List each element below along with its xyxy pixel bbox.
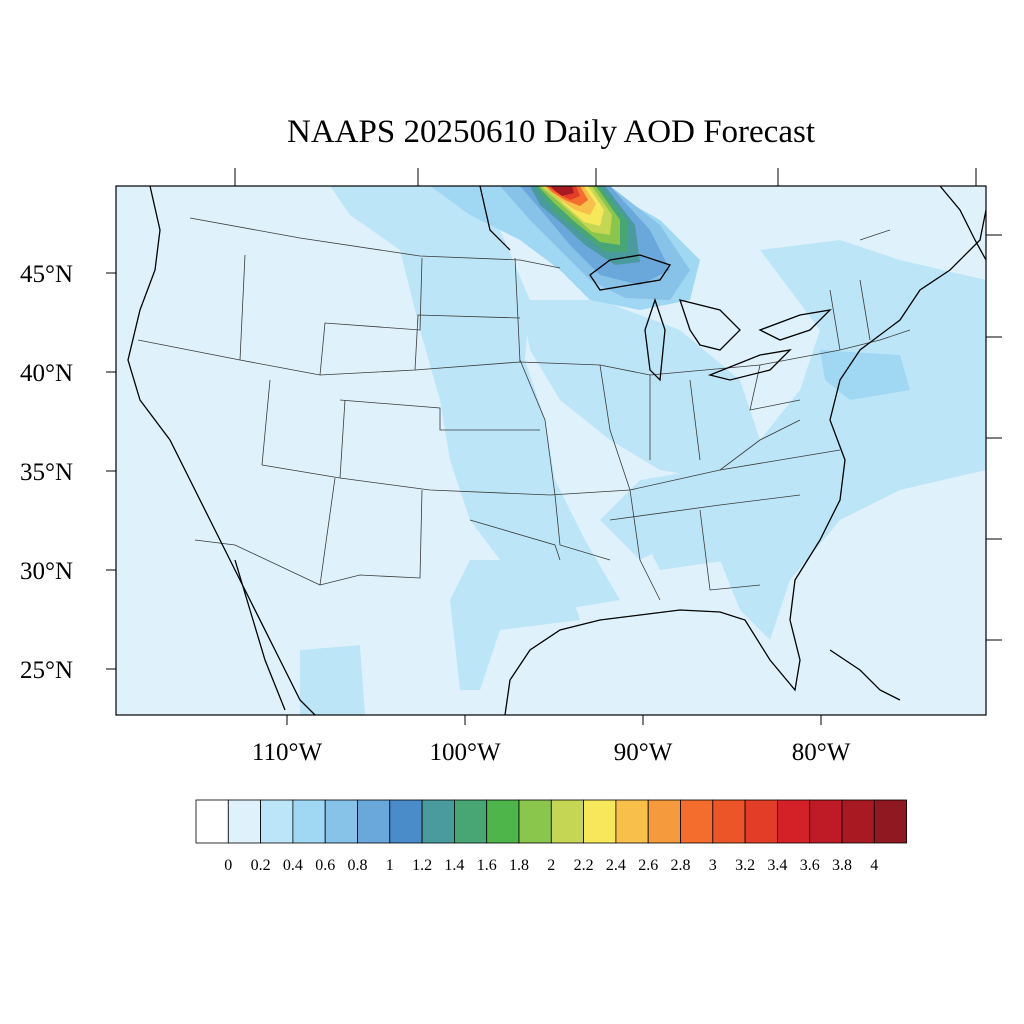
colorbar-swatch bbox=[324, 799, 358, 844]
map-ticks bbox=[106, 168, 1002, 725]
colorbar-swatch bbox=[615, 799, 649, 844]
colorbar-swatch bbox=[550, 799, 584, 844]
map-title: NAAPS 20250610 Daily AOD Forecast bbox=[287, 114, 815, 150]
colorbar-swatch bbox=[421, 799, 455, 844]
colorbar-swatch bbox=[518, 799, 552, 844]
colorbar-tick-label: 1.8 bbox=[509, 857, 529, 874]
lat-label: 45°N bbox=[20, 261, 73, 288]
colorbar-swatch bbox=[227, 799, 262, 844]
colorbar-swatch bbox=[647, 799, 681, 844]
colorbar-swatch bbox=[744, 799, 778, 844]
colorbar-tick-label: 3.2 bbox=[735, 857, 755, 874]
aod-plume-core bbox=[530, 186, 640, 265]
colorbar-tick-label: 0.8 bbox=[348, 857, 368, 874]
colorbar-swatch bbox=[712, 799, 746, 844]
lat-label: 35°N bbox=[20, 459, 73, 486]
longitude-labels: 110°W 100°W 90°W 80°W bbox=[252, 739, 851, 766]
colorbar-tick-label: 2.4 bbox=[606, 857, 626, 874]
colorbar-swatch bbox=[809, 799, 843, 844]
colorbar-swatch bbox=[680, 799, 714, 844]
colorbar-tick-label: 3.8 bbox=[832, 857, 852, 874]
colorbar-tick-label: 0.4 bbox=[283, 857, 303, 874]
map-panel: 45°N 40°N 35°N 30°N 25°N 110°W 100°W 90°… bbox=[20, 168, 1002, 766]
colorbar-tick-label: 3 bbox=[709, 857, 717, 874]
lon-label: 80°W bbox=[792, 739, 851, 766]
colorbar-swatch bbox=[777, 799, 811, 844]
colorbar-tick-label: 2 bbox=[547, 857, 555, 874]
colorbar-tick-label: 3.4 bbox=[767, 857, 787, 874]
colorbar-swatch bbox=[873, 799, 907, 844]
colorbar-tick-label: 0.6 bbox=[315, 857, 335, 874]
colorbar-swatch bbox=[841, 799, 875, 844]
colorbar-swatch bbox=[389, 799, 423, 844]
aod-band-0-2 bbox=[300, 186, 986, 715]
colorbar-swatch bbox=[260, 799, 294, 844]
lon-label: 90°W bbox=[614, 739, 673, 766]
colorbar: 0 0.2 0.4 0.6 0.8 1 1.2 1.4 1.6 1.8 2 2.2 2.4 2.6 2.8 3… bbox=[195, 799, 907, 874]
lat-label: 30°N bbox=[20, 558, 73, 585]
lon-label: 110°W bbox=[252, 739, 323, 766]
colorbar-labels: 0 0.2 0.4 0.6 0.8 1 1.2 1.4 1.6 1.8 2 2.2 2.4 2.6 2.8 3… bbox=[224, 857, 878, 874]
map-frame bbox=[115, 185, 987, 716]
colorbar-tick-label: 2.2 bbox=[574, 857, 594, 874]
latitude-labels: 45°N 40°N 35°N 30°N 25°N bbox=[20, 261, 73, 684]
colorbar-tick-label: 2.6 bbox=[638, 857, 658, 874]
colorbar-swatch bbox=[453, 799, 488, 844]
colorbar-tick-label: 0 bbox=[224, 857, 232, 874]
lon-label: 100°W bbox=[429, 739, 500, 766]
colorbar-tick-label: 1.2 bbox=[412, 857, 432, 874]
colorbar-swatch bbox=[486, 799, 520, 844]
lat-label: 25°N bbox=[20, 657, 73, 684]
colorbar-swatch bbox=[583, 799, 617, 844]
colorbar-tick-label: 2.8 bbox=[671, 857, 691, 874]
colorbar-swatch bbox=[195, 799, 229, 844]
colorbar-swatch bbox=[357, 799, 391, 844]
lat-label: 40°N bbox=[20, 360, 73, 387]
coastlines bbox=[127, 186, 986, 715]
colorbar-tick-label: 1.4 bbox=[444, 857, 464, 874]
colorbar-swatches bbox=[195, 799, 907, 844]
state-boundaries bbox=[137, 217, 911, 601]
colorbar-swatch bbox=[292, 799, 326, 844]
colorbar-tick-label: 3.6 bbox=[800, 857, 820, 874]
colorbar-tick-label: 1.6 bbox=[477, 857, 497, 874]
colorbar-tick-label: 0.2 bbox=[251, 857, 271, 874]
colorbar-tick-label: 1 bbox=[386, 857, 394, 874]
colorbar-tick-label: 4 bbox=[870, 857, 878, 874]
